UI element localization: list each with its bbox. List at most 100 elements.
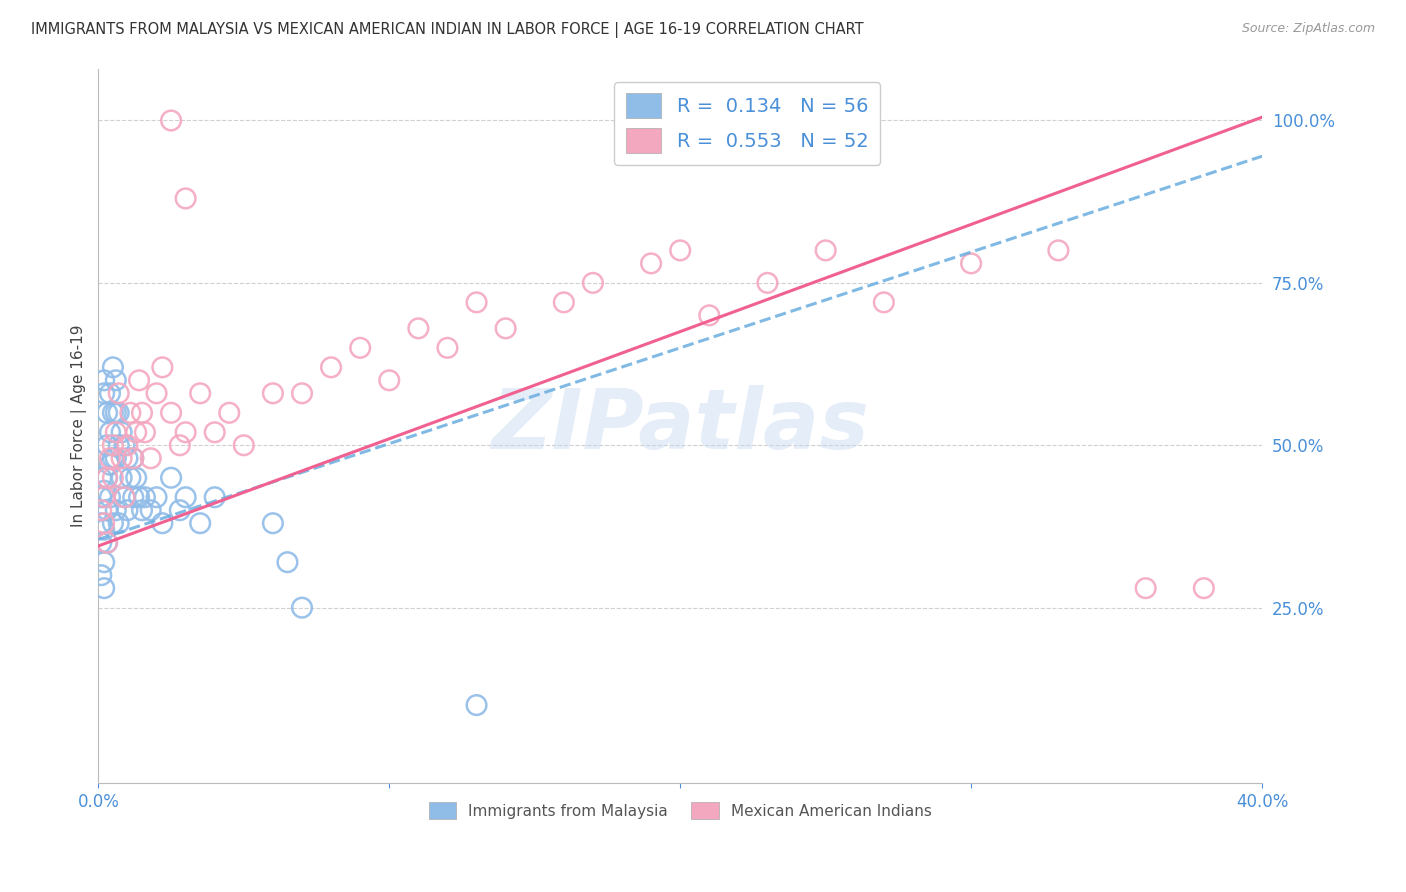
Point — [128, 490, 150, 504]
Point — [465, 295, 488, 310]
Point — [669, 244, 692, 258]
Point — [111, 451, 134, 466]
Point — [107, 438, 129, 452]
Point — [114, 438, 136, 452]
Point — [640, 256, 662, 270]
Point — [169, 438, 191, 452]
Point — [262, 386, 284, 401]
Point — [160, 406, 183, 420]
Point — [145, 490, 167, 504]
Point — [319, 360, 342, 375]
Point — [756, 276, 779, 290]
Point — [104, 373, 127, 387]
Legend: Immigrants from Malaysia, Mexican American Indians: Immigrants from Malaysia, Mexican Americ… — [423, 796, 938, 825]
Point — [1192, 581, 1215, 595]
Point — [117, 438, 139, 452]
Point — [134, 425, 156, 440]
Point — [96, 438, 118, 452]
Point — [104, 451, 127, 466]
Point — [90, 516, 112, 531]
Point — [101, 360, 124, 375]
Point — [960, 256, 983, 270]
Point — [96, 535, 118, 549]
Point — [160, 113, 183, 128]
Text: IMMIGRANTS FROM MALAYSIA VS MEXICAN AMERICAN INDIAN IN LABOR FORCE | AGE 16-19 C: IMMIGRANTS FROM MALAYSIA VS MEXICAN AMER… — [31, 22, 863, 38]
Point — [188, 386, 211, 401]
Point — [93, 490, 115, 504]
Point — [204, 425, 226, 440]
Point — [107, 406, 129, 420]
Point — [553, 295, 575, 310]
Point — [117, 451, 139, 466]
Point — [101, 451, 124, 466]
Point — [93, 373, 115, 387]
Point — [378, 373, 401, 387]
Point — [131, 406, 153, 420]
Point — [90, 503, 112, 517]
Point — [117, 503, 139, 517]
Point — [150, 516, 173, 531]
Point — [276, 555, 298, 569]
Point — [96, 503, 118, 517]
Point — [174, 490, 197, 504]
Point — [90, 490, 112, 504]
Point — [465, 698, 488, 712]
Point — [101, 471, 124, 485]
Point — [120, 406, 142, 420]
Point — [408, 321, 430, 335]
Point — [111, 471, 134, 485]
Point — [697, 309, 720, 323]
Point — [101, 438, 124, 452]
Point — [114, 490, 136, 504]
Point — [104, 425, 127, 440]
Point — [93, 555, 115, 569]
Text: Source: ZipAtlas.com: Source: ZipAtlas.com — [1241, 22, 1375, 36]
Point — [90, 535, 112, 549]
Point — [131, 503, 153, 517]
Point — [122, 451, 145, 466]
Point — [139, 503, 162, 517]
Point — [90, 471, 112, 485]
Point — [93, 516, 115, 531]
Y-axis label: In Labor Force | Age 16-19: In Labor Force | Age 16-19 — [72, 325, 87, 527]
Point — [114, 490, 136, 504]
Point — [1047, 244, 1070, 258]
Point — [204, 490, 226, 504]
Point — [96, 471, 118, 485]
Point — [291, 386, 314, 401]
Point — [150, 360, 173, 375]
Point — [262, 516, 284, 531]
Point — [174, 425, 197, 440]
Point — [93, 523, 115, 537]
Point — [98, 425, 121, 440]
Point — [107, 386, 129, 401]
Point — [188, 516, 211, 531]
Point — [104, 503, 127, 517]
Point — [96, 471, 118, 485]
Point — [98, 386, 121, 401]
Point — [232, 438, 254, 452]
Point — [125, 471, 148, 485]
Point — [218, 406, 240, 420]
Point — [349, 341, 371, 355]
Point — [160, 471, 183, 485]
Point — [582, 276, 605, 290]
Point — [169, 503, 191, 517]
Point — [98, 458, 121, 472]
Point — [814, 244, 837, 258]
Point — [120, 471, 142, 485]
Point — [128, 373, 150, 387]
Point — [104, 406, 127, 420]
Point — [122, 490, 145, 504]
Point — [96, 406, 118, 420]
Point — [1135, 581, 1157, 595]
Text: ZIPatlas: ZIPatlas — [491, 385, 869, 467]
Point — [125, 425, 148, 440]
Point — [122, 451, 145, 466]
Point — [134, 490, 156, 504]
Point — [98, 490, 121, 504]
Point — [139, 451, 162, 466]
Point — [93, 483, 115, 498]
Point — [873, 295, 896, 310]
Point — [111, 425, 134, 440]
